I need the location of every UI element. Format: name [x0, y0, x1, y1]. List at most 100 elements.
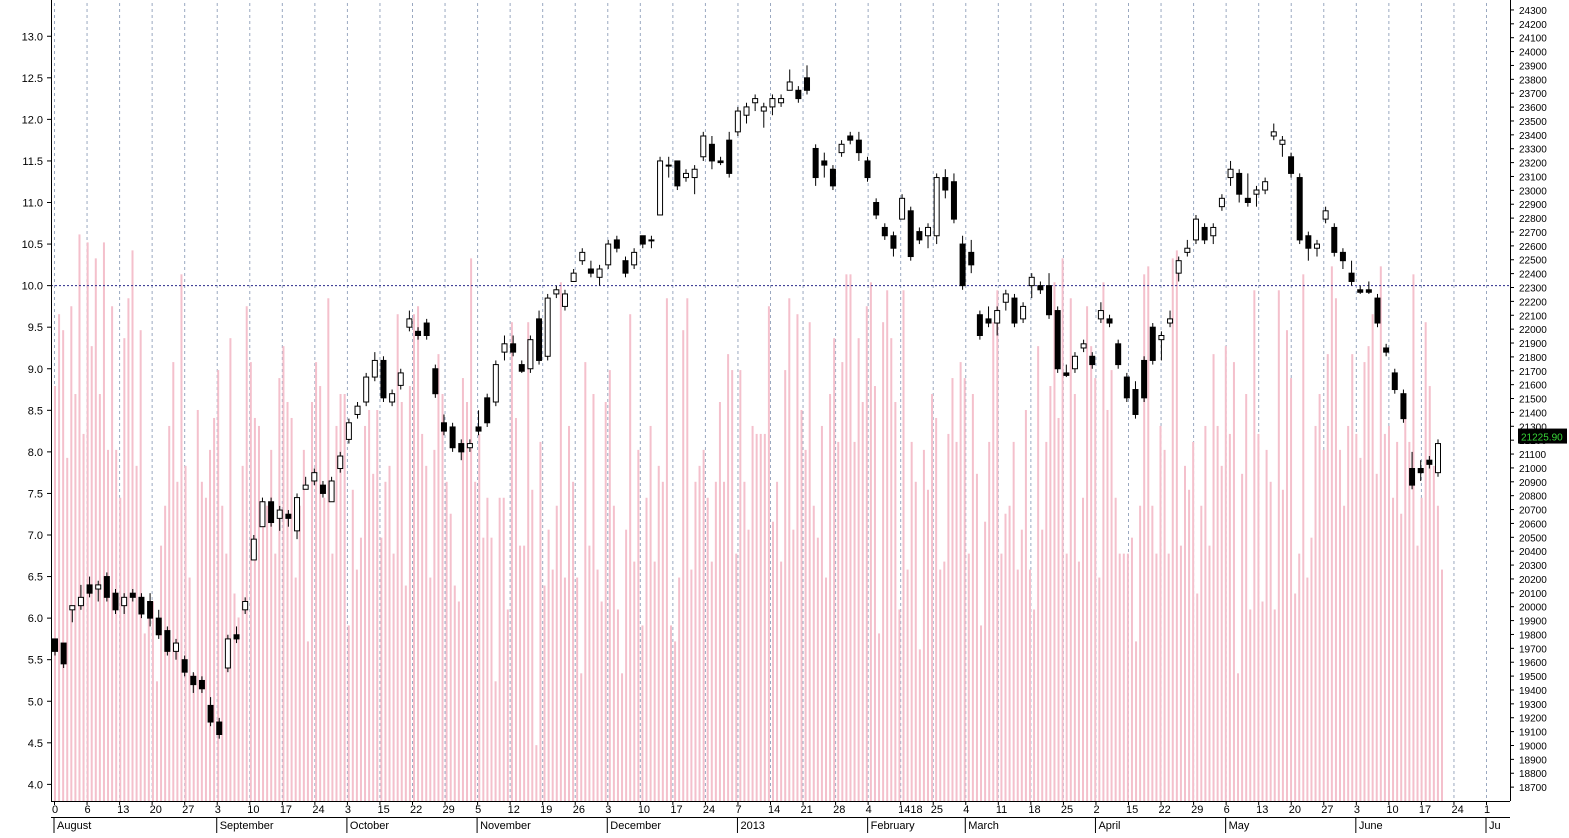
volume-bar — [1379, 266, 1382, 802]
candle-body — [207, 704, 214, 723]
right-tick-label: 22800 — [1519, 214, 1547, 225]
left-tick-label: 6.0 — [28, 613, 43, 625]
volume-bar — [812, 505, 815, 801]
volume-bar — [735, 553, 738, 801]
volume-bar — [1000, 553, 1003, 801]
left-tick-label: 9.5 — [28, 322, 43, 334]
volume-bar — [943, 561, 946, 801]
volume-bar — [576, 577, 579, 801]
volume-bar — [723, 481, 726, 801]
candle — [1279, 136, 1286, 157]
candle-body — [605, 243, 612, 266]
candle-body — [354, 405, 361, 415]
volume-bar — [551, 569, 554, 801]
volume-bar — [510, 322, 513, 801]
candle-body — [1201, 226, 1208, 241]
volume-bar — [1261, 601, 1264, 801]
right-tick-label: 24100 — [1519, 34, 1547, 45]
right-tick-label: 20600 — [1519, 519, 1547, 530]
candle — [77, 584, 84, 610]
volume-bar — [935, 417, 938, 801]
x-day-label: 28 — [833, 804, 845, 816]
candle-body — [795, 89, 802, 100]
candle-body — [1339, 251, 1346, 262]
volume-bar — [1420, 497, 1423, 801]
candle — [717, 156, 724, 166]
candle — [510, 335, 517, 357]
candle — [708, 136, 715, 170]
volume-bar — [674, 641, 677, 801]
candle-body — [484, 397, 491, 424]
candle — [976, 310, 983, 340]
x-month-label: Ju — [1489, 820, 1501, 832]
volume-bar — [98, 394, 101, 801]
right-tick-label: 22500 — [1519, 256, 1547, 267]
candle-body — [881, 226, 888, 237]
candle-body — [60, 642, 67, 665]
volume-bar — [1416, 545, 1419, 801]
x-month-label: October — [350, 820, 389, 832]
right-tick-label: 22400 — [1519, 270, 1547, 281]
candle — [631, 248, 638, 269]
candle-body — [1192, 218, 1199, 241]
candle-body — [1071, 355, 1078, 370]
right-tick-label: 22000 — [1519, 325, 1547, 336]
candle — [665, 156, 672, 178]
volume-bar — [400, 402, 403, 801]
volume-bar — [572, 481, 575, 801]
volume-bar — [988, 441, 991, 801]
volume-bar — [221, 505, 224, 801]
right-tick-label: 19800 — [1519, 630, 1547, 641]
x-day-label: 6 — [85, 804, 91, 816]
volume-bar — [996, 290, 999, 801]
candle-body — [1305, 235, 1312, 249]
volume-bar — [461, 378, 464, 801]
volume-bar — [486, 497, 489, 801]
volume-bar — [376, 409, 379, 801]
x-day-label: 26 — [573, 804, 585, 816]
x-day-label: 19 — [540, 804, 552, 816]
candle — [1262, 177, 1269, 195]
candle — [138, 593, 145, 619]
candle-body — [1348, 272, 1355, 282]
volume-bar — [286, 402, 289, 801]
candle — [648, 235, 655, 249]
candle — [337, 451, 344, 473]
candle-body — [769, 98, 776, 108]
candle — [605, 239, 612, 269]
volume-bar — [298, 505, 301, 801]
volume-bar — [1371, 314, 1374, 801]
candle — [1288, 152, 1295, 178]
candle-body — [916, 231, 923, 241]
volume-bar — [1339, 449, 1342, 801]
right-tick-label: 19100 — [1519, 728, 1547, 739]
x-day-label: 4 — [963, 804, 969, 816]
volume-bar — [209, 449, 212, 801]
volume-bar — [90, 346, 93, 801]
volume-bar — [143, 633, 146, 801]
right-tick-label: 23400 — [1519, 131, 1547, 142]
candle-body — [1244, 197, 1251, 203]
candle — [311, 468, 318, 486]
right-tick-label: 18800 — [1519, 769, 1547, 780]
volume-bar — [364, 425, 367, 801]
volume-bar — [1355, 433, 1358, 801]
volume-bar — [637, 449, 640, 801]
candle-body — [674, 160, 681, 187]
candle-body — [1063, 372, 1070, 376]
right-tick-label: 21300 — [1519, 422, 1547, 433]
left-tick-label: 8.5 — [28, 405, 43, 417]
candle-body — [121, 596, 128, 607]
volume-bar — [788, 298, 791, 801]
candle-body — [700, 135, 707, 158]
x-day-label: 18 — [1028, 804, 1040, 816]
x-day-label: 17 — [670, 804, 682, 816]
volume-bar — [837, 441, 840, 801]
volume-bar — [902, 290, 905, 801]
volume-bar — [384, 481, 387, 801]
candle-body — [976, 314, 983, 337]
volume-bar — [1155, 553, 1158, 801]
volume-bar — [412, 314, 415, 801]
x-month-label: June — [1359, 820, 1383, 832]
